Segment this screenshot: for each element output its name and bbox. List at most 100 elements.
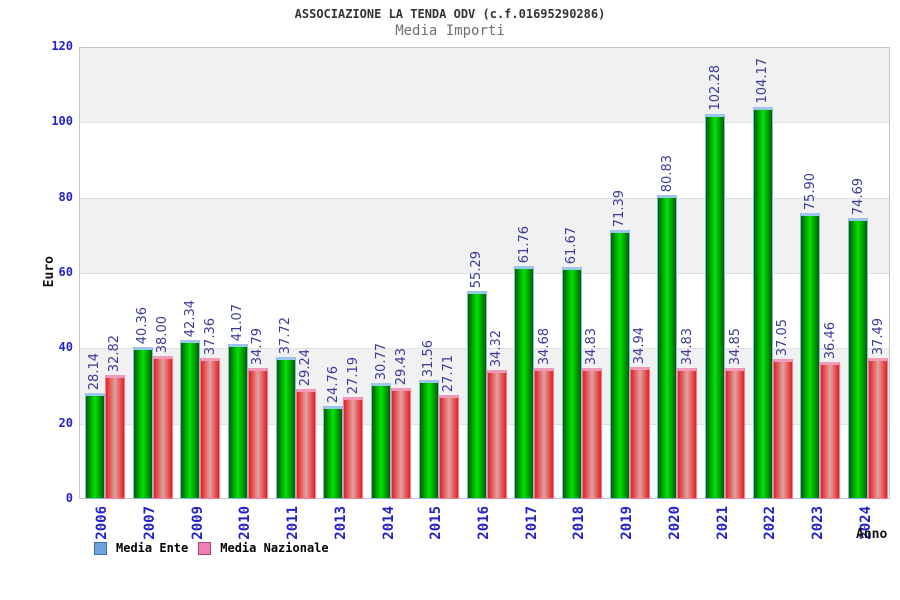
value-label-media-ente-2022: 104.17 <box>755 57 771 104</box>
value-label-media-nazionale-2019: 34.94 <box>632 327 648 365</box>
bar-media-nazionale-2019 <box>629 367 650 499</box>
y-tick-40: 40 <box>58 340 73 355</box>
value-label-media-nazionale-2024: 37.49 <box>870 317 886 355</box>
x-tick-2006: 2006 <box>94 506 111 540</box>
value-label-media-ente-2013: 24.76 <box>325 365 341 403</box>
bar-media-nazionale-2024 <box>868 357 889 499</box>
value-label-media-ente-2018: 61.67 <box>564 226 580 264</box>
value-label-media-ente-2020: 80.83 <box>659 154 675 192</box>
x-tick-2020: 2020 <box>666 506 683 540</box>
chart-subtitle: Media Importi <box>395 23 505 39</box>
bar-media-nazionale-2018 <box>581 367 602 499</box>
value-label-media-nazionale-2010: 34.79 <box>250 327 266 366</box>
value-label-media-ente-2009: 42.34 <box>182 299 198 337</box>
value-label-media-nazionale-2015: 27.71 <box>441 354 457 392</box>
bar-media-nazionale-2021 <box>725 367 746 499</box>
gridline <box>79 122 890 124</box>
bar-media-nazionale-2009 <box>200 358 221 499</box>
y-axis-title: Euro <box>42 256 57 288</box>
value-label-media-ente-2016: 55.29 <box>469 250 484 288</box>
legend: Media Ente Media Nazionale <box>94 541 339 555</box>
bar-media-nazionale-2022 <box>772 359 793 499</box>
bar-media-ente-2019 <box>609 230 630 499</box>
x-tick-2017: 2017 <box>523 506 540 540</box>
bar-media-ente-2020 <box>657 194 678 499</box>
bar-media-nazionale-2023 <box>820 361 841 499</box>
value-label-media-nazionale-2023: 36.46 <box>822 321 838 359</box>
chart-title: ASSOCIAZIONE LA TENDA ODV (c.f.016952902… <box>294 7 606 21</box>
value-label-media-ente-2006: 28.14 <box>87 353 103 391</box>
value-label-media-ente-2021: 102.28 <box>707 64 723 111</box>
value-label-media-nazionale-2022: 37.05 <box>775 319 791 357</box>
y-tick-0: 0 <box>65 491 73 505</box>
value-label-media-nazionale-2021: 34.85 <box>727 327 743 365</box>
y-tick-20: 20 <box>58 415 73 430</box>
x-axis-title: Anno <box>856 527 888 542</box>
bar-media-ente-2014 <box>371 383 392 499</box>
y-tick-120: 120 <box>51 39 73 53</box>
value-label-media-ente-2024: 74.69 <box>850 177 866 215</box>
value-label-media-ente-2023: 75.90 <box>802 173 818 211</box>
x-tick-2019: 2019 <box>619 506 636 540</box>
x-tick-2011: 2011 <box>285 506 302 540</box>
value-label-media-ente-2014: 30.77 <box>373 343 389 381</box>
gridline <box>79 273 890 274</box>
value-label-media-ente-2011: 37.72 <box>278 316 294 355</box>
bar-media-ente-2013 <box>323 405 344 499</box>
value-label-media-ente-2017: 61.76 <box>516 226 532 264</box>
bar-media-nazionale-2014 <box>391 388 412 499</box>
value-label-media-ente-2007: 40.36 <box>135 306 151 345</box>
bar-media-nazionale-2015 <box>438 394 459 499</box>
legend-label-media-nazionale: Media Nazionale <box>220 541 329 555</box>
x-tick-2014: 2014 <box>380 506 397 540</box>
bar-media-nazionale-2010 <box>247 367 268 499</box>
bar-media-ente-2010 <box>227 344 248 499</box>
legend-label-media-ente: Media Ente <box>116 541 189 555</box>
x-tick-2013: 2013 <box>332 506 349 540</box>
value-label-media-ente-2015: 31.56 <box>421 340 437 378</box>
x-tick-2018: 2018 <box>571 506 588 540</box>
legend-swatch-media-ente <box>94 541 107 555</box>
value-label-media-nazionale-2011: 29.24 <box>298 348 314 387</box>
value-label-media-nazionale-2018: 34.83 <box>584 327 600 366</box>
x-tick-2009: 2009 <box>189 506 206 540</box>
bar-media-ente-2007 <box>132 346 153 499</box>
y-tick-80: 80 <box>58 189 73 204</box>
value-label-media-nazionale-2020: 34.83 <box>679 327 695 366</box>
bar-media-nazionale-2007 <box>152 355 173 499</box>
y-tick-100: 100 <box>51 114 73 129</box>
bar-media-nazionale-2017 <box>534 368 555 499</box>
value-label-media-nazionale-2013: 27.19 <box>345 356 361 394</box>
bar-media-ente-2009 <box>180 339 201 499</box>
bar-media-ente-2017 <box>514 266 535 499</box>
bar-media-nazionale-2011 <box>295 388 316 499</box>
bar-media-ente-2011 <box>275 356 296 499</box>
bar-media-ente-2015 <box>418 380 439 499</box>
bar-media-ente-2018 <box>561 266 582 499</box>
bar-media-ente-2006 <box>84 393 105 499</box>
bar-media-nazionale-2020 <box>677 367 698 499</box>
x-tick-2010: 2010 <box>237 506 254 540</box>
x-tick-2021: 2021 <box>714 506 731 540</box>
value-label-media-ente-2010: 41.07 <box>230 304 246 342</box>
legend-swatch-media-nazionale <box>198 541 212 555</box>
bar-media-nazionale-2016 <box>486 369 507 499</box>
bar-media-nazionale-2006 <box>104 375 125 499</box>
bar-media-ente-2021 <box>705 113 726 499</box>
bar-media-ente-2016 <box>466 290 487 499</box>
x-tick-2007: 2007 <box>142 506 159 540</box>
x-tick-2022: 2022 <box>762 506 779 540</box>
value-label-media-nazionale-2009: 37.36 <box>202 318 218 356</box>
bar-media-nazionale-2013 <box>343 396 364 499</box>
y-tick-60: 60 <box>58 265 73 279</box>
gridline <box>79 197 890 199</box>
value-label-media-nazionale-2016: 34.32 <box>489 329 504 367</box>
bar-media-ente-2022 <box>752 106 773 499</box>
value-label-media-nazionale-2017: 34.68 <box>536 328 552 366</box>
bar-media-ente-2023 <box>800 213 821 499</box>
x-tick-2023: 2023 <box>809 506 826 540</box>
value-label-media-nazionale-2007: 38.00 <box>155 315 171 354</box>
value-label-media-nazionale-2006: 32.82 <box>107 335 123 373</box>
x-tick-2016: 2016 <box>476 506 492 540</box>
